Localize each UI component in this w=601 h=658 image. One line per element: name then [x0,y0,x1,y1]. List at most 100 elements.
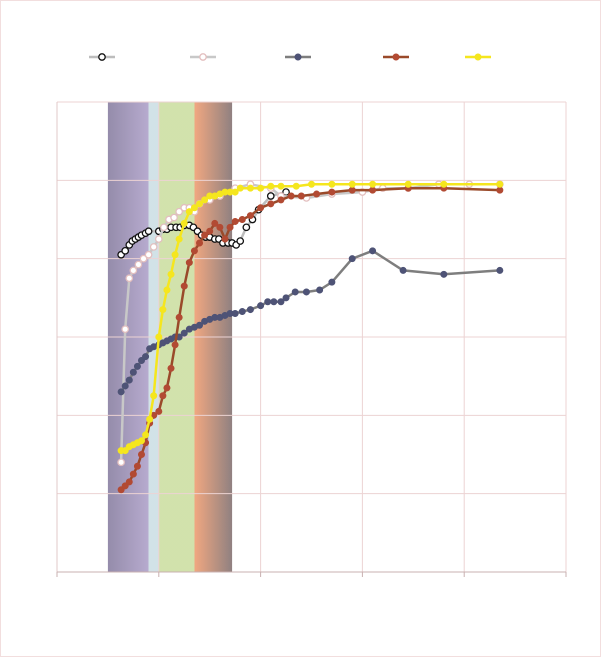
series-3-point [246,306,254,314]
series-4-point [155,407,163,415]
series-2-point [175,207,184,216]
series-5-point [201,196,209,204]
series-5 [117,180,504,455]
series-3-point [231,309,239,317]
series-5-point [163,286,171,294]
series-3-point [133,362,141,370]
series-4-point [246,212,254,220]
series-3-point [277,298,285,306]
series-5-point [150,392,158,400]
series-2-point [129,266,138,275]
series-3-point [238,308,246,316]
series-5-point [159,306,167,314]
series-2-point [160,223,168,232]
series-4-point [167,364,175,372]
series-1-point [236,237,245,245]
series-3-point [316,286,324,294]
series-5-point [440,180,448,188]
series-2-point [170,213,178,222]
series-4-point [129,470,137,478]
series-4-point [277,196,285,204]
series-1-point [266,192,275,200]
series-4-point [216,223,224,231]
legend-marker-series-3 [294,53,302,61]
series-4-point [287,192,295,200]
series-5-point [180,219,188,227]
series-1-point [121,246,130,255]
series-5-point [231,188,239,196]
series-4-point [267,200,275,208]
series-2-point [121,325,130,334]
series-4-point [163,384,171,392]
series-5-point [246,184,254,192]
series-3-point [264,298,272,306]
series-5-point [142,431,150,439]
series-4-point [369,186,377,194]
series-3-point [291,288,299,296]
series-4-point [238,216,246,224]
series-4-point [328,188,336,196]
series-4-point [196,239,204,247]
series-5-point [137,437,145,445]
series-5-point [236,184,244,192]
series-3-point [142,353,150,361]
series-1-point [144,227,153,236]
legend-marker-series-4 [392,53,400,61]
series-1-point [242,223,251,232]
series-5-point [404,180,412,188]
series-4-point [297,192,305,200]
series-5-point [196,200,204,208]
series-2-point [139,254,148,263]
series-4-point [171,341,179,349]
series-2-point [149,243,158,251]
legend-marker-series-5 [474,53,482,61]
series-5-point [496,180,504,188]
series-4-point [180,282,188,290]
series-3 [117,247,504,396]
series-5-point [175,235,183,243]
legend [89,53,491,61]
series-3-point [180,329,188,337]
series-4-point [137,450,145,458]
series-2-point [144,250,153,259]
series-2-point [154,235,163,243]
series-4-point [159,392,167,400]
series-4-point [348,186,356,194]
series-3-point [129,368,137,376]
series-3-point [440,270,448,278]
series-4-point [226,223,234,231]
series-5-point [155,333,163,341]
series-5-point [146,415,154,423]
series-3-point [121,382,129,390]
series-2-point [117,458,125,467]
series-3-point [328,278,336,286]
series-4-point [201,231,209,239]
series-4-point [175,313,183,321]
series-3-point [196,321,204,329]
series-5-point [167,270,175,278]
legend-marker-series-2 [199,53,207,61]
series-3-point [282,294,290,302]
series-4-point [313,190,321,198]
series-3-point [399,266,407,274]
series-3-point [496,266,504,274]
series-3-point [117,388,125,396]
series-3-point [125,376,133,384]
series-5-point [171,251,179,259]
series-5-point [292,182,300,190]
series-4-point [211,219,219,227]
series-4-point [125,478,133,486]
series-3-point [348,255,356,263]
series-5-point [190,204,198,212]
series-4-point [496,186,504,194]
series-4-point [221,235,229,243]
series-5-point [267,182,275,190]
series-3-point [302,288,310,296]
series-3-point [257,302,265,310]
series-group [117,180,504,494]
series-2-point [134,260,143,269]
series-5-point [328,180,336,188]
series-3-point [270,298,278,306]
